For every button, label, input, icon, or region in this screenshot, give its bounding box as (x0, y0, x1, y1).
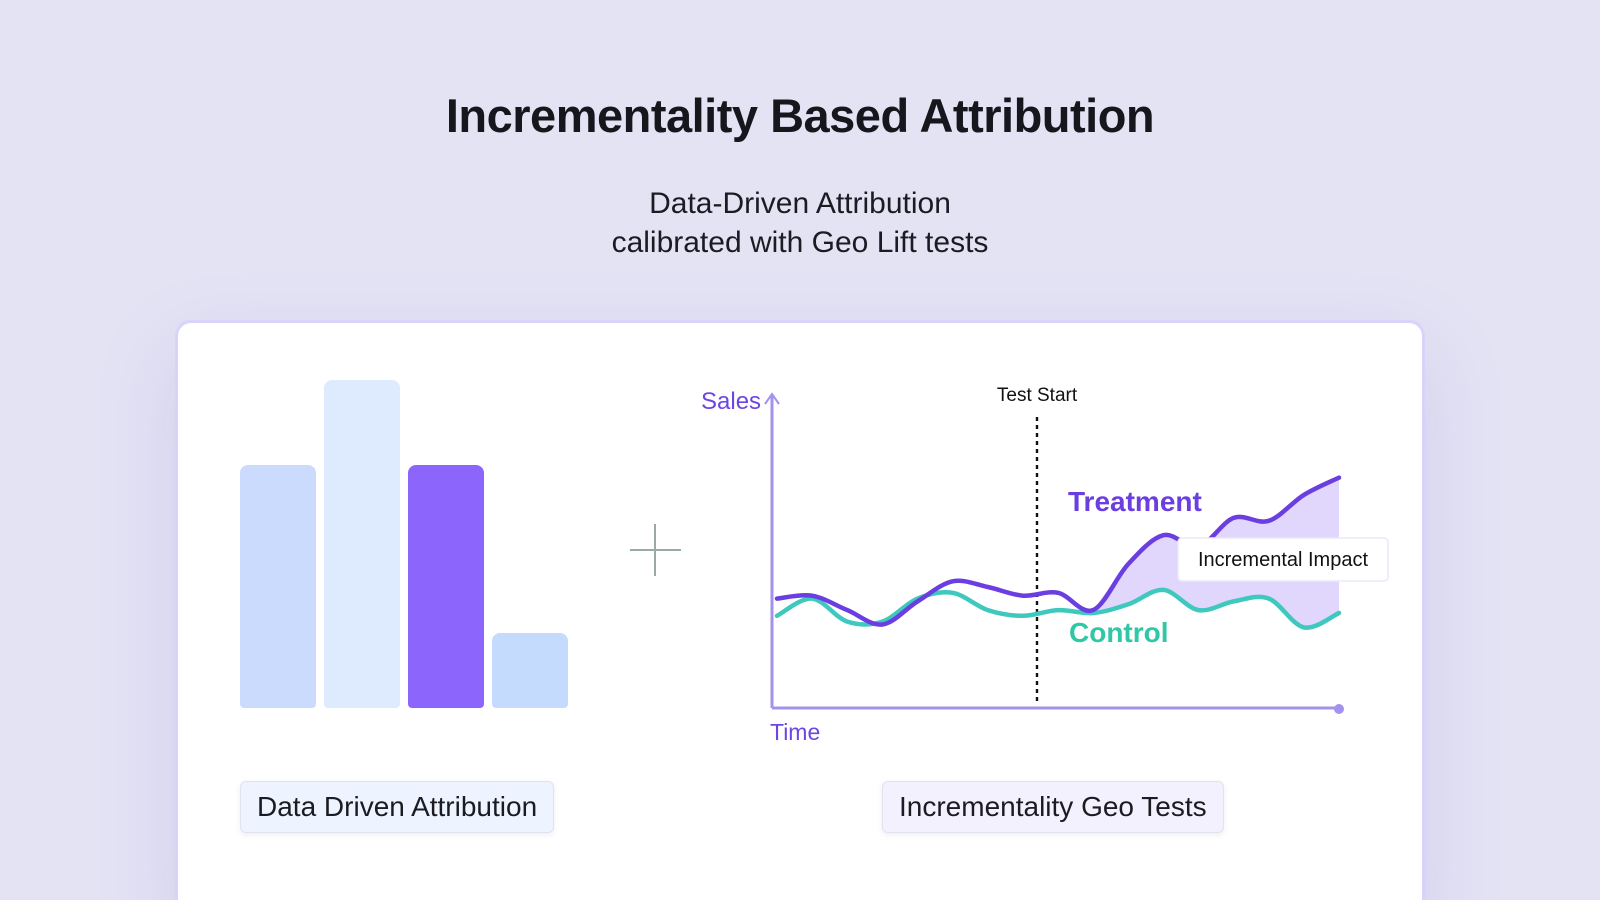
incremental-impact-tooltip: Incremental Impact (1177, 537, 1389, 582)
y-axis-arrow-icon (764, 392, 780, 405)
control-label: Control (1069, 617, 1169, 648)
incremental-impact-label: Incremental Impact (1198, 549, 1369, 571)
control-series-line (774, 587, 1342, 630)
bar-highlighted (408, 465, 484, 708)
treatment-series-line (774, 475, 1342, 627)
subtitle-line-1: Data-Driven Attribution (649, 187, 951, 220)
test-start-label: Test Start (997, 385, 1078, 406)
page-title: Incrementality Based Attribution (445, 89, 1155, 142)
bar (240, 465, 316, 708)
bar (492, 633, 568, 708)
bar (324, 380, 400, 708)
x-axis-label: Time (770, 719, 820, 745)
subtitle-line-2: calibrated with Geo Lift tests (611, 226, 989, 259)
page-subtitle: Data-Driven Attribution calibrated with … (0, 184, 1600, 262)
x-axis-end-dot (1334, 704, 1344, 714)
treatment-label: Treatment (1068, 486, 1202, 517)
data-driven-attribution-label: Data Driven Attribution (240, 781, 555, 833)
geo-tests-label: Incrementality Geo Tests (882, 781, 1224, 833)
y-axis-label: Sales (701, 388, 761, 415)
